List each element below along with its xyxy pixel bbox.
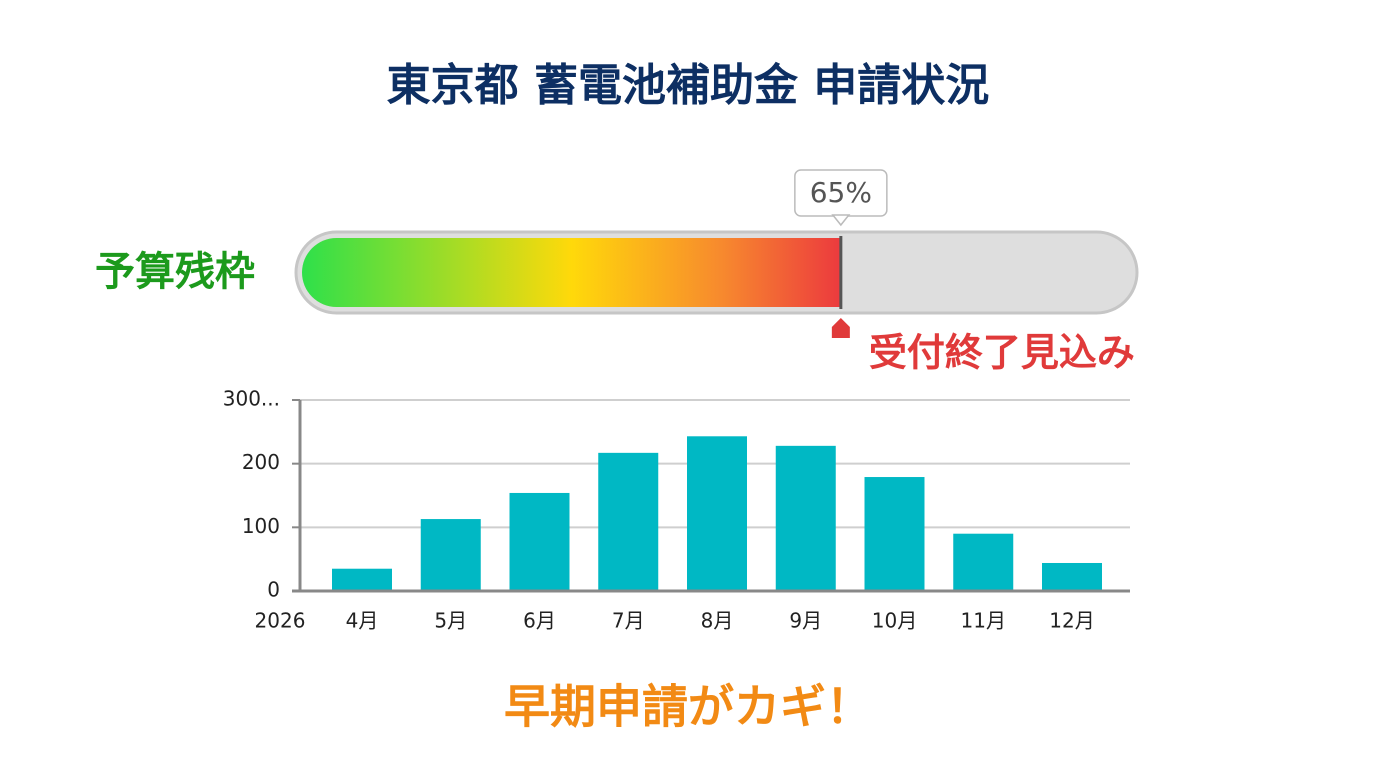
- x-tick-label: 5月: [434, 609, 467, 633]
- x-tick-label: 8月: [701, 609, 734, 633]
- y-tick-label: 300...: [223, 387, 280, 411]
- gauge-fill-group: [302, 238, 841, 307]
- bar: [598, 452, 659, 591]
- footer: 早期申請がカギ！: [504, 680, 872, 734]
- bar: [332, 568, 392, 591]
- title: 東京都 蓄電池補助金 申請状況: [387, 60, 990, 111]
- bar: [775, 445, 836, 591]
- x-tick-label: 6月: [523, 609, 556, 633]
- bar: [687, 436, 747, 591]
- x-tick-label: 10月: [872, 609, 917, 633]
- x-tick-label: 9月: [789, 609, 822, 633]
- x-tick-label: 7月: [612, 609, 645, 633]
- bar: [420, 519, 481, 591]
- gauge-value-label: 65%: [810, 176, 872, 209]
- y-tick-label: 0: [267, 578, 280, 602]
- x-tick-label: 4月: [346, 609, 379, 633]
- x-axis-year: 2026: [255, 609, 306, 633]
- callout-pointer: [831, 214, 851, 227]
- end-label: 受付終了見込み: [869, 331, 1135, 375]
- bar: [864, 477, 925, 591]
- x-tick-label: 11月: [961, 609, 1006, 633]
- gauge-label: 予算残枠: [95, 249, 255, 295]
- x-tick-label: 12月: [1049, 609, 1094, 633]
- y-tick-label: 200: [242, 450, 280, 474]
- y-tick-label: 100: [242, 514, 280, 538]
- bar: [509, 492, 570, 591]
- bar: [953, 533, 1014, 591]
- gauge-fill: [302, 238, 841, 307]
- end-marker: [831, 318, 850, 338]
- bar: [1042, 562, 1102, 591]
